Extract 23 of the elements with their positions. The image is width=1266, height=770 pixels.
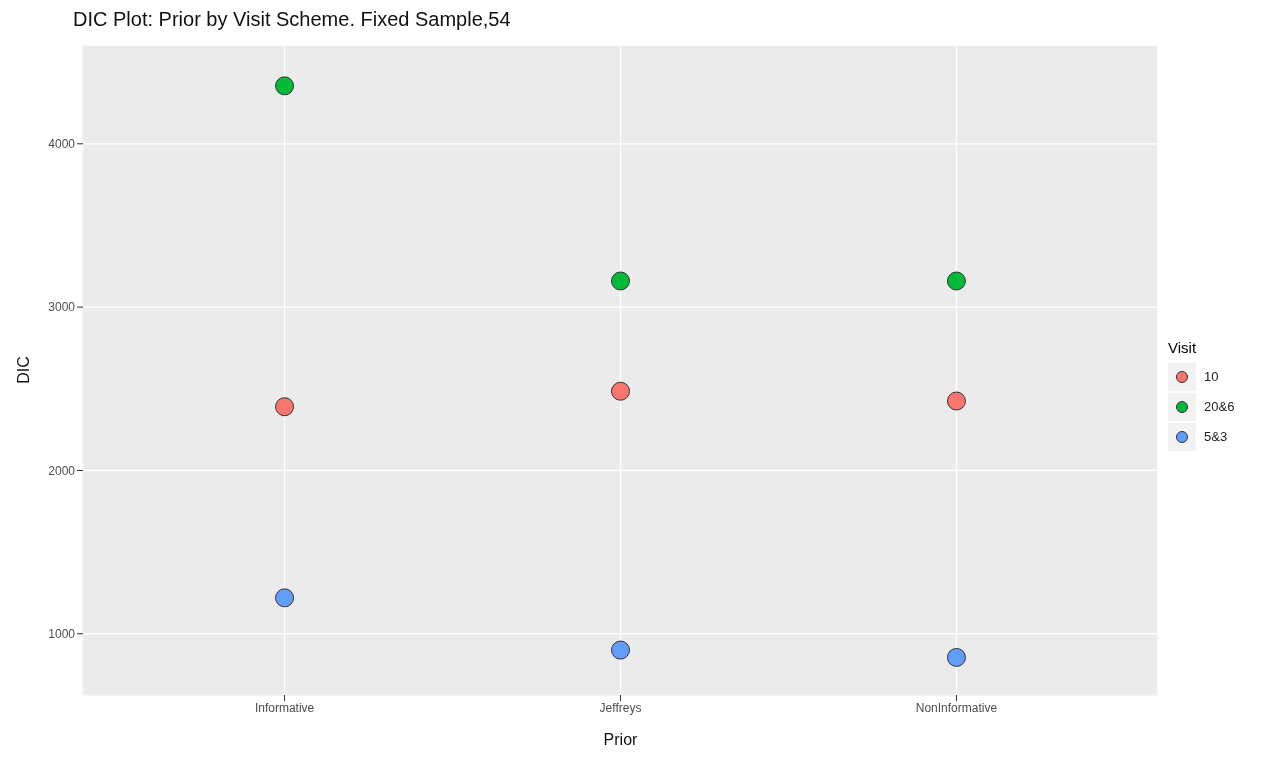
y-axis-title: DIC bbox=[14, 356, 32, 384]
point bbox=[946, 391, 966, 411]
y-tick-label: 3000 bbox=[48, 300, 76, 315]
point bbox=[611, 640, 630, 660]
point bbox=[275, 76, 295, 96]
x-tick-label: Informative bbox=[254, 700, 315, 715]
legend-label: 20&6 bbox=[1204, 399, 1235, 414]
chart-title: DIC Plot: Prior by Visit Scheme. Fixed Sample,54 bbox=[73, 8, 512, 31]
x-tick-label: NonInformative bbox=[915, 700, 998, 715]
point bbox=[275, 588, 295, 608]
y-tick-label: 2000 bbox=[48, 463, 76, 478]
point bbox=[946, 271, 966, 291]
y-tick-label: 4000 bbox=[48, 137, 76, 152]
x-tick-label: Jeffreys bbox=[599, 700, 642, 715]
y-tick-label: 1000 bbox=[48, 627, 76, 642]
legend-label: 5&3 bbox=[1204, 429, 1228, 444]
point bbox=[611, 381, 630, 401]
legend-label: 10 bbox=[1204, 369, 1219, 384]
point bbox=[275, 397, 295, 417]
point bbox=[611, 271, 630, 291]
point bbox=[946, 647, 966, 667]
x-axis-title: Prior bbox=[603, 731, 639, 748]
legend-title: Visit bbox=[1168, 338, 1198, 356]
